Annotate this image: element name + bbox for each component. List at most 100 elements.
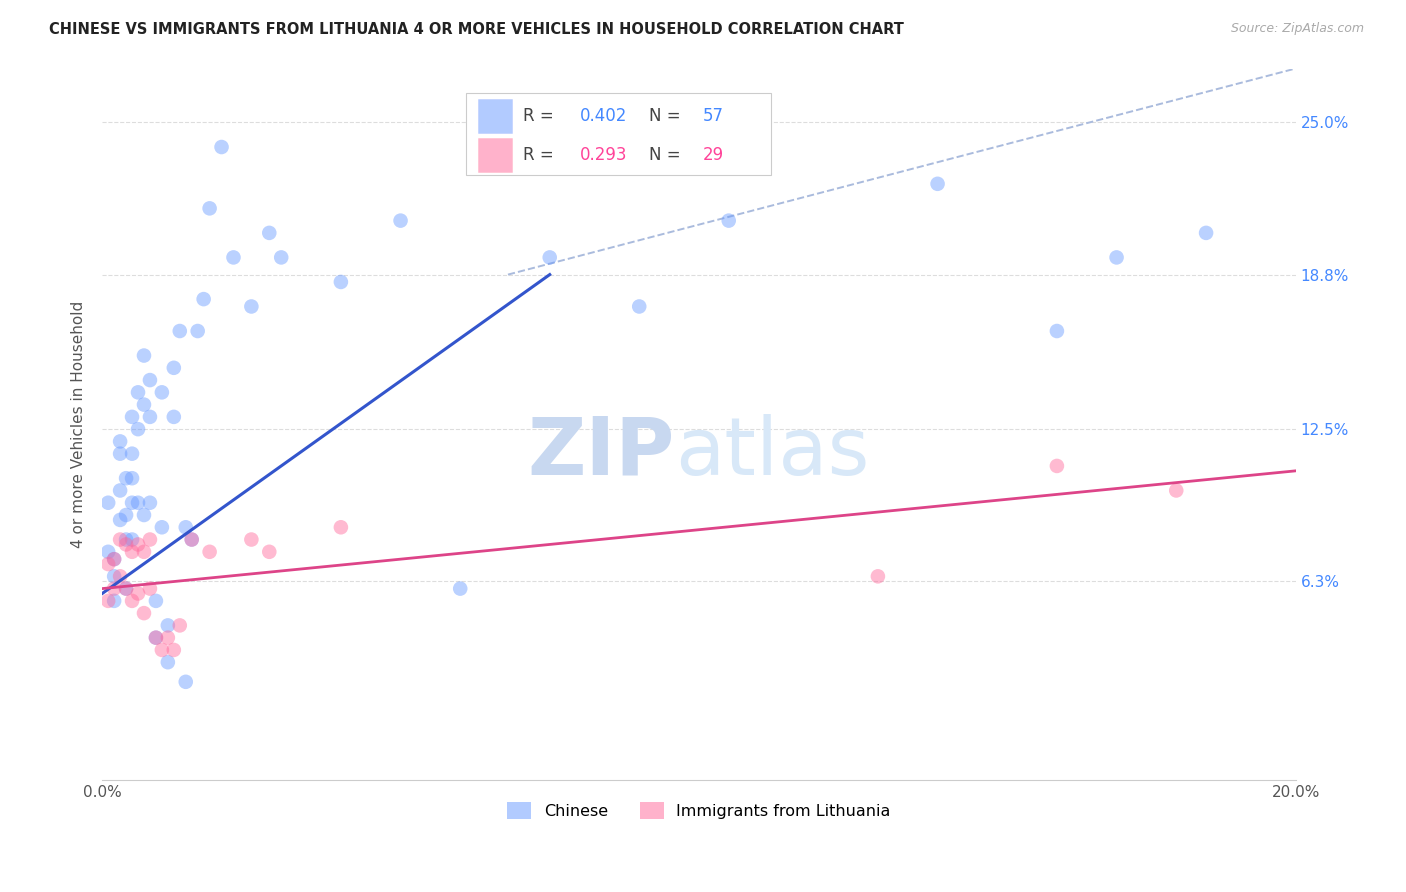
Point (103, 552, 125, 566)
Y-axis label: 4 or more Vehicles in Household: 4 or more Vehicles in Household (72, 301, 86, 548)
Point (145, 631, 167, 645)
Point (169, 618, 191, 632)
Point (150, 520, 173, 534)
Point (150, 643, 173, 657)
Point (198, 202, 221, 216)
Point (132, 398, 155, 412)
Point (866, 569, 889, 583)
Point (139, 496, 162, 510)
Point (127, 496, 149, 510)
Point (97, 594, 120, 608)
Point (97, 496, 120, 510)
Point (115, 582, 138, 596)
Point (115, 471, 138, 485)
Point (198, 545, 221, 559)
Point (121, 409, 143, 424)
Point (628, 300, 651, 314)
Point (97, 557, 120, 571)
Point (115, 582, 138, 596)
Point (240, 533, 263, 547)
Point (121, 447, 143, 461)
Point (145, 594, 167, 608)
Point (121, 496, 143, 510)
Point (132, 606, 155, 620)
Point (174, 674, 197, 689)
FancyBboxPatch shape (478, 137, 512, 171)
Point (139, 373, 162, 387)
Point (156, 618, 179, 632)
Point (108, 447, 131, 461)
Point (132, 349, 155, 363)
Point (1195, 226, 1218, 240)
Point (211, 140, 233, 154)
Point (127, 586, 149, 600)
Text: R =: R = (523, 107, 554, 125)
Point (121, 594, 143, 608)
Point (329, 275, 352, 289)
Point (174, 520, 197, 534)
Point (187, 324, 209, 338)
Text: atlas: atlas (675, 414, 869, 491)
Point (108, 533, 131, 547)
Point (538, 251, 561, 265)
Point (193, 292, 215, 306)
Point (156, 655, 179, 669)
Point (1105, 251, 1128, 265)
Point (139, 582, 162, 596)
Point (103, 552, 125, 566)
Point (270, 251, 292, 265)
Point (180, 533, 202, 547)
Text: 57: 57 (703, 107, 724, 125)
Point (127, 537, 149, 551)
Point (1166, 483, 1188, 498)
Point (108, 513, 131, 527)
Text: 29: 29 (703, 145, 724, 163)
Text: Source: ZipAtlas.com: Source: ZipAtlas.com (1230, 22, 1364, 36)
FancyBboxPatch shape (478, 99, 512, 133)
Point (1046, 458, 1069, 473)
Point (329, 520, 352, 534)
Text: N =: N = (648, 107, 681, 125)
Point (115, 508, 138, 522)
Point (115, 537, 138, 551)
Text: ZIP: ZIP (527, 414, 675, 491)
Point (927, 177, 949, 191)
Point (127, 422, 149, 436)
Point (121, 471, 143, 485)
Point (97, 545, 120, 559)
Point (108, 569, 131, 583)
Point (103, 569, 125, 583)
Point (150, 385, 173, 400)
Point (156, 631, 179, 645)
Text: N =: N = (648, 145, 681, 163)
Point (139, 409, 162, 424)
Point (389, 213, 412, 227)
Text: 0.293: 0.293 (579, 145, 627, 163)
Text: CHINESE VS IMMIGRANTS FROM LITHUANIA 4 OR MORE VEHICLES IN HOUSEHOLD CORRELATION: CHINESE VS IMMIGRANTS FROM LITHUANIA 4 O… (49, 22, 904, 37)
Point (163, 643, 186, 657)
Point (717, 213, 740, 227)
Point (108, 483, 131, 498)
Point (139, 533, 162, 547)
Point (108, 434, 131, 449)
Point (121, 545, 143, 559)
FancyBboxPatch shape (467, 94, 770, 175)
Legend: Chinese, Immigrants from Lithuania: Chinese, Immigrants from Lithuania (501, 796, 897, 825)
Point (132, 508, 155, 522)
Point (180, 533, 202, 547)
Point (132, 545, 155, 559)
Text: 0.402: 0.402 (579, 107, 627, 125)
Point (449, 582, 471, 596)
Point (115, 533, 138, 547)
Point (222, 251, 245, 265)
Point (169, 324, 191, 338)
Point (127, 385, 149, 400)
Text: R =: R = (523, 145, 554, 163)
Point (163, 360, 186, 375)
Point (1046, 324, 1069, 338)
Point (145, 631, 167, 645)
Point (121, 533, 143, 547)
Point (103, 582, 125, 596)
Point (259, 226, 281, 240)
Point (240, 300, 263, 314)
